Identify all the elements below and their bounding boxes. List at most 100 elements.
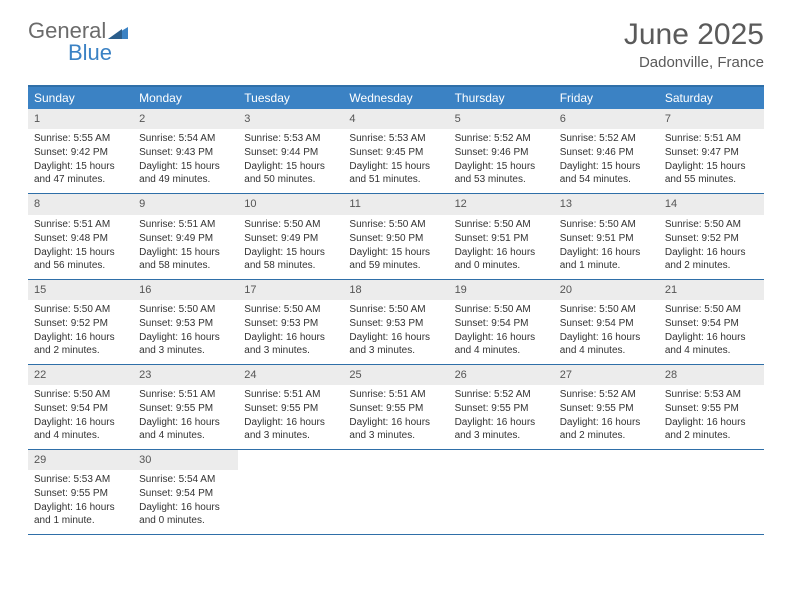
sunset-text: Sunset: 9:53 PM	[139, 317, 232, 330]
sunrise-text: Sunrise: 5:52 AM	[560, 388, 653, 401]
day-number: 1	[28, 109, 133, 129]
day-number: 14	[659, 194, 764, 214]
sunset-text: Sunset: 9:51 PM	[560, 232, 653, 245]
logo-triangle-icon	[108, 23, 128, 39]
sunrise-text: Sunrise: 5:54 AM	[139, 473, 232, 486]
sunrise-text: Sunrise: 5:50 AM	[34, 303, 127, 316]
day-cell: 4Sunrise: 5:53 AMSunset: 9:45 PMDaylight…	[343, 109, 448, 193]
day-cell: 18Sunrise: 5:50 AMSunset: 9:53 PMDayligh…	[343, 280, 448, 364]
sunrise-text: Sunrise: 5:52 AM	[455, 132, 548, 145]
daylight-text: Daylight: 16 hours and 4 minutes.	[560, 331, 653, 357]
daylight-text: Daylight: 15 hours and 58 minutes.	[244, 246, 337, 272]
daylight-text: Daylight: 15 hours and 50 minutes.	[244, 160, 337, 186]
sunset-text: Sunset: 9:55 PM	[34, 487, 127, 500]
daylight-text: Daylight: 15 hours and 55 minutes.	[665, 160, 758, 186]
day-number: 9	[133, 194, 238, 214]
sunrise-text: Sunrise: 5:50 AM	[244, 218, 337, 231]
day-body: Sunrise: 5:50 AMSunset: 9:53 PMDaylight:…	[133, 303, 238, 357]
day-body: Sunrise: 5:50 AMSunset: 9:51 PMDaylight:…	[554, 218, 659, 272]
daylight-text: Daylight: 16 hours and 1 minute.	[34, 501, 127, 527]
day-cell: 17Sunrise: 5:50 AMSunset: 9:53 PMDayligh…	[238, 280, 343, 364]
day-cell	[449, 450, 554, 534]
day-number: 19	[449, 280, 554, 300]
day-cell: 25Sunrise: 5:51 AMSunset: 9:55 PMDayligh…	[343, 365, 448, 449]
day-number: 30	[133, 450, 238, 470]
day-number: 20	[554, 280, 659, 300]
day-number: 24	[238, 365, 343, 385]
sunset-text: Sunset: 9:55 PM	[244, 402, 337, 415]
day-body: Sunrise: 5:51 AMSunset: 9:48 PMDaylight:…	[28, 218, 133, 272]
sunset-text: Sunset: 9:54 PM	[139, 487, 232, 500]
day-body: Sunrise: 5:51 AMSunset: 9:55 PMDaylight:…	[133, 388, 238, 442]
day-cell: 26Sunrise: 5:52 AMSunset: 9:55 PMDayligh…	[449, 365, 554, 449]
location-subtitle: Dadonville, France	[624, 54, 764, 71]
sunrise-text: Sunrise: 5:50 AM	[455, 218, 548, 231]
day-cell: 29Sunrise: 5:53 AMSunset: 9:55 PMDayligh…	[28, 450, 133, 534]
sunrise-text: Sunrise: 5:52 AM	[560, 132, 653, 145]
day-number: 8	[28, 194, 133, 214]
calendar: Sunday Monday Tuesday Wednesday Thursday…	[28, 85, 764, 535]
day-body: Sunrise: 5:54 AMSunset: 9:43 PMDaylight:…	[133, 132, 238, 186]
day-number: 2	[133, 109, 238, 129]
day-number: 12	[449, 194, 554, 214]
sunset-text: Sunset: 9:44 PM	[244, 146, 337, 159]
sunrise-text: Sunrise: 5:54 AM	[139, 132, 232, 145]
sunset-text: Sunset: 9:50 PM	[349, 232, 442, 245]
sunset-text: Sunset: 9:52 PM	[665, 232, 758, 245]
sunset-text: Sunset: 9:54 PM	[665, 317, 758, 330]
daylight-text: Daylight: 16 hours and 0 minutes.	[455, 246, 548, 272]
daylight-text: Daylight: 16 hours and 4 minutes.	[139, 416, 232, 442]
sunset-text: Sunset: 9:54 PM	[560, 317, 653, 330]
sunrise-text: Sunrise: 5:50 AM	[139, 303, 232, 316]
sunrise-text: Sunrise: 5:50 AM	[665, 303, 758, 316]
sunset-text: Sunset: 9:42 PM	[34, 146, 127, 159]
sunrise-text: Sunrise: 5:51 AM	[139, 388, 232, 401]
daylight-text: Daylight: 16 hours and 4 minutes.	[34, 416, 127, 442]
sunrise-text: Sunrise: 5:51 AM	[34, 218, 127, 231]
day-cell: 16Sunrise: 5:50 AMSunset: 9:53 PMDayligh…	[133, 280, 238, 364]
day-number: 15	[28, 280, 133, 300]
day-cell: 28Sunrise: 5:53 AMSunset: 9:55 PMDayligh…	[659, 365, 764, 449]
daylight-text: Daylight: 16 hours and 3 minutes.	[244, 416, 337, 442]
day-number: 27	[554, 365, 659, 385]
sunset-text: Sunset: 9:49 PM	[244, 232, 337, 245]
day-body: Sunrise: 5:51 AMSunset: 9:55 PMDaylight:…	[238, 388, 343, 442]
daylight-text: Daylight: 16 hours and 2 minutes.	[665, 416, 758, 442]
dow-cell: Monday	[133, 87, 238, 109]
day-number: 11	[343, 194, 448, 214]
day-cell	[238, 450, 343, 534]
sunset-text: Sunset: 9:46 PM	[455, 146, 548, 159]
sunrise-text: Sunrise: 5:51 AM	[665, 132, 758, 145]
day-cell: 7Sunrise: 5:51 AMSunset: 9:47 PMDaylight…	[659, 109, 764, 193]
day-cell: 12Sunrise: 5:50 AMSunset: 9:51 PMDayligh…	[449, 194, 554, 278]
week-row: 8 Sunrise: 5:51 AMSunset: 9:48 PMDaylight…	[28, 194, 764, 279]
sunset-text: Sunset: 9:54 PM	[455, 317, 548, 330]
sunset-text: Sunset: 9:46 PM	[560, 146, 653, 159]
day-body: Sunrise: 5:52 AMSunset: 9:55 PMDaylight:…	[554, 388, 659, 442]
day-body: Sunrise: 5:53 AMSunset: 9:44 PMDaylight:…	[238, 132, 343, 186]
weeks-container: 1Sunrise: 5:55 AMSunset: 9:42 PMDaylight…	[28, 109, 764, 535]
logo-word2: Blue	[68, 40, 112, 66]
sunset-text: Sunset: 9:55 PM	[560, 402, 653, 415]
day-body: Sunrise: 5:50 AMSunset: 9:52 PMDaylight:…	[659, 218, 764, 272]
day-cell: 22Sunrise: 5:50 AMSunset: 9:54 PMDayligh…	[28, 365, 133, 449]
day-body: Sunrise: 5:50 AMSunset: 9:54 PMDaylight:…	[554, 303, 659, 357]
month-title: June 2025	[624, 18, 764, 52]
day-number: 29	[28, 450, 133, 470]
sunset-text: Sunset: 9:55 PM	[665, 402, 758, 415]
sunset-text: Sunset: 9:53 PM	[349, 317, 442, 330]
sunset-text: Sunset: 9:53 PM	[244, 317, 337, 330]
daylight-text: Daylight: 16 hours and 3 minutes.	[244, 331, 337, 357]
sunrise-text: Sunrise: 5:50 AM	[560, 218, 653, 231]
day-body: Sunrise: 5:50 AMSunset: 9:54 PMDaylight:…	[659, 303, 764, 357]
day-number: 4	[343, 109, 448, 129]
sunrise-text: Sunrise: 5:51 AM	[139, 218, 232, 231]
sunrise-text: Sunrise: 5:50 AM	[349, 218, 442, 231]
daylight-text: Daylight: 16 hours and 2 minutes.	[34, 331, 127, 357]
sunset-text: Sunset: 9:47 PM	[665, 146, 758, 159]
day-cell: 10Sunrise: 5:50 AMSunset: 9:49 PMDayligh…	[238, 194, 343, 278]
day-body: Sunrise: 5:50 AMSunset: 9:52 PMDaylight:…	[28, 303, 133, 357]
day-body: Sunrise: 5:50 AMSunset: 9:53 PMDaylight:…	[238, 303, 343, 357]
day-cell: 6Sunrise: 5:52 AMSunset: 9:46 PMDaylight…	[554, 109, 659, 193]
daylight-text: Daylight: 16 hours and 3 minutes.	[349, 416, 442, 442]
